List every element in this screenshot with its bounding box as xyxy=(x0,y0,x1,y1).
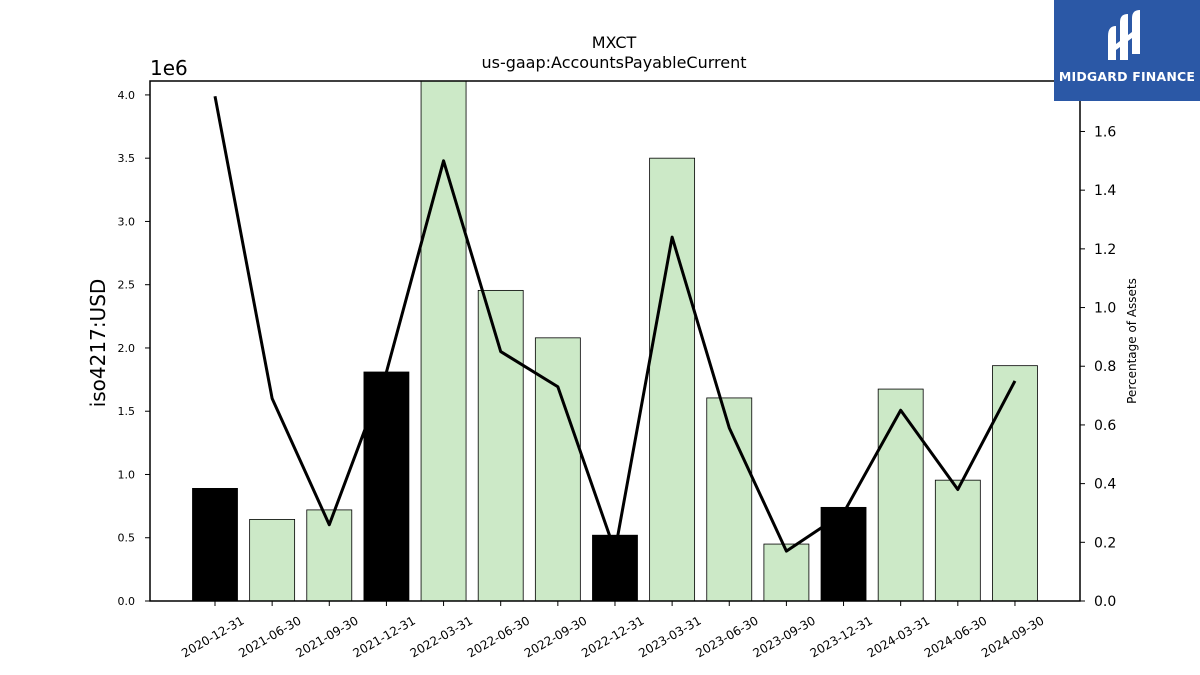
x-tick-label: 2024-09-30 xyxy=(979,613,1046,660)
percentage-of-assets-line xyxy=(213,95,1017,553)
x-tick-label: 2020-12-31 xyxy=(179,613,246,660)
bar-2022-03-31 xyxy=(420,80,467,602)
y2-tick-label: 0.6 xyxy=(1094,418,1116,434)
bar-2023-06-30 xyxy=(706,397,753,602)
y2-tick-label: 0.2 xyxy=(1094,535,1116,551)
bar-2021-12-31 xyxy=(363,371,410,602)
x-tick-label: 2022-12-31 xyxy=(579,613,646,660)
y2-tick-label: 1.0 xyxy=(1094,301,1116,317)
x-tick-label: 2022-06-30 xyxy=(465,613,532,660)
y-axis-label: iso4217:USD xyxy=(86,279,110,408)
bar-2023-03-31 xyxy=(649,157,696,602)
midgard-finance-logo: MIDGARD FINANCE xyxy=(1054,0,1200,101)
y-tick-label: 0.5 xyxy=(118,532,136,545)
y2-tick-label: 0.8 xyxy=(1094,359,1116,375)
chart-subtitle: us-gaap:AccountsPayableCurrent xyxy=(481,53,746,72)
y-tick-label: 2.5 xyxy=(118,279,136,292)
y-tick-label: 4.0 xyxy=(118,89,136,102)
y-tick-label: 1.5 xyxy=(118,405,136,418)
bar-2022-09-30 xyxy=(534,337,581,602)
x-tick-label: 2021-12-31 xyxy=(351,613,418,660)
bar-2022-06-30 xyxy=(477,289,524,602)
y-tick-label: 3.5 xyxy=(118,152,136,165)
y2-axis: 0.0 0.2 0.4 0.6 0.8 1.0 1.2 1.4 1.6 xyxy=(1080,124,1116,610)
line-layer xyxy=(213,95,1017,553)
y2-tick-label: 1.4 xyxy=(1094,183,1116,199)
bar-2020-12-31 xyxy=(192,487,238,602)
x-tick-label: 2023-12-31 xyxy=(808,613,875,660)
x-tick-label: 2024-06-30 xyxy=(922,613,989,660)
bar-2024-09-30 xyxy=(992,365,1038,602)
x-tick-label: 2023-03-31 xyxy=(636,613,703,660)
chart-title: MXCT xyxy=(592,33,637,52)
y2-axis-label: Percentage of Assets xyxy=(1125,278,1139,404)
x-tick-label: 2023-06-30 xyxy=(693,613,760,660)
y2-tick-label: 0.4 xyxy=(1094,477,1116,493)
x-axis: 2020-12-312021-06-302021-09-302021-12-31… xyxy=(179,601,1046,660)
y-axis: 0.0 0.5 1.0 1.5 2.0 2.5 3.0 3.5 4.0 xyxy=(118,89,150,608)
bar-2024-03-31 xyxy=(877,388,924,602)
y-tick-label: 1.0 xyxy=(118,468,136,481)
bars-layer xyxy=(192,80,1038,602)
y-tick-label: 2.0 xyxy=(118,342,136,355)
y-offset-label: 1e6 xyxy=(150,56,188,80)
bar-2021-06-30 xyxy=(249,518,296,602)
x-tick-label: 2023-09-30 xyxy=(750,613,817,660)
y2-tick-label: 0.0 xyxy=(1094,594,1116,610)
y-tick-label: 3.0 xyxy=(118,215,136,228)
y2-tick-label: 1.2 xyxy=(1094,242,1116,258)
x-tick-label: 2022-03-31 xyxy=(408,613,475,660)
x-tick-label: 2024-03-31 xyxy=(865,613,932,660)
x-tick-label: 2021-09-30 xyxy=(293,613,360,660)
x-tick-label: 2021-06-30 xyxy=(236,613,303,660)
x-tick-label: 2022-09-30 xyxy=(522,613,589,660)
y-tick-label: 0.0 xyxy=(118,595,136,608)
y2-tick-label: 1.6 xyxy=(1094,124,1116,140)
logo-text: MIDGARD FINANCE xyxy=(1058,69,1196,84)
bar-2023-12-31 xyxy=(820,506,867,602)
bar-2024-06-30 xyxy=(934,479,981,602)
midgard-logo-icon xyxy=(1108,10,1140,60)
